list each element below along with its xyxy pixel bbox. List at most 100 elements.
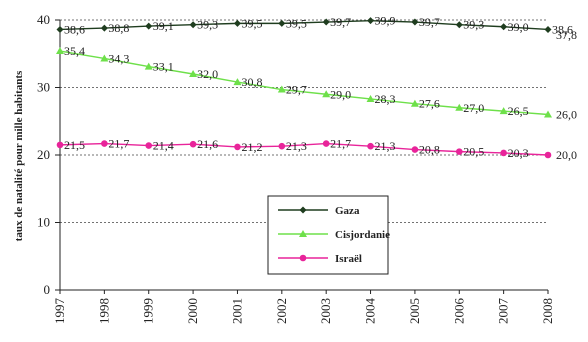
- x-tick-label: 2001: [229, 298, 244, 324]
- x-tick-label: 1999: [141, 298, 156, 324]
- data-point: [145, 22, 153, 30]
- x-tick-label: 2008: [540, 298, 555, 324]
- series-line: [59, 19, 549, 31]
- data-label: 28,3: [375, 92, 396, 106]
- data-point: [544, 110, 552, 118]
- legend-label: Gaza: [335, 205, 360, 217]
- data-point: [499, 107, 508, 115]
- data-label: 21,3: [286, 139, 307, 153]
- x-tick-label: 2005: [407, 298, 422, 324]
- data-point: [500, 149, 507, 157]
- data-point: [367, 17, 375, 25]
- axes: 0 10 20 30 40 1997 1998 1999 2000 2001 2002 2003 200…: [37, 12, 555, 324]
- data-label: 21,3: [375, 139, 396, 153]
- x-tick-label: 2002: [274, 298, 289, 324]
- series-line: [59, 50, 549, 116]
- series-cisjordanie: [56, 47, 552, 118]
- data-label: 21,7: [330, 137, 351, 151]
- legend-label: Israël: [335, 253, 362, 265]
- data-point: [277, 85, 286, 93]
- legend-box: [267, 195, 389, 275]
- x-tick-label: 2007: [496, 298, 511, 325]
- data-label: 32,0: [197, 67, 218, 81]
- x-tick-label: 2004: [363, 298, 378, 325]
- data-label: 21,5: [64, 138, 85, 152]
- end-value-label: 20,0: [556, 148, 577, 162]
- x-tick-label: 1998: [96, 298, 111, 324]
- data-point: [234, 143, 241, 151]
- series-gaza: [56, 17, 552, 33]
- data-label: 39,3: [197, 18, 218, 32]
- data-label: 39,9: [375, 14, 396, 28]
- data-label: 30,8: [241, 75, 262, 89]
- data-point: [56, 25, 64, 33]
- data-label: 39,5: [286, 16, 307, 30]
- data-label: 20,8: [419, 143, 440, 157]
- data-point: [455, 103, 464, 111]
- data-label: 38,8: [108, 21, 129, 35]
- data-label: 39,1: [153, 19, 174, 33]
- data-label: 39,5: [241, 16, 262, 30]
- data-point: [322, 18, 330, 26]
- data-point: [366, 94, 375, 102]
- data-point: [100, 24, 108, 32]
- legend-marker: [299, 206, 307, 214]
- x-tick-label: 2000: [185, 298, 200, 324]
- x-tick-label: 2003: [318, 298, 333, 324]
- data-label: 26,5: [508, 104, 529, 118]
- legend: Gaza Cisjordanie Israël: [267, 195, 390, 275]
- data-point: [145, 142, 153, 149]
- x-tick-label: 2006: [451, 298, 466, 325]
- y-tick-label: 0: [44, 282, 51, 297]
- data-label: 35,4: [64, 44, 85, 58]
- legend-item: Gaza: [278, 205, 360, 217]
- data-label: 21,4: [153, 139, 174, 153]
- data-label: 27,0: [463, 101, 484, 115]
- y-tick-label: 20: [37, 147, 50, 162]
- data-label: 27,6: [419, 97, 440, 111]
- data-label: 34,3: [108, 51, 129, 65]
- data-point: [56, 47, 64, 55]
- data-label: 39,7: [419, 15, 440, 29]
- legend-item: Israël: [278, 253, 362, 265]
- data-point: [100, 54, 109, 62]
- legend-item: Cisjordanie: [278, 229, 390, 241]
- data-point: [189, 140, 197, 148]
- data-point: [455, 148, 463, 155]
- y-tick-label: 30: [37, 80, 50, 95]
- data-label: 38,6: [552, 22, 573, 36]
- data-label: 39,7: [330, 15, 351, 29]
- data-point: [56, 141, 64, 149]
- data-label: 39,3: [463, 18, 484, 32]
- data-label: 29,0: [330, 87, 351, 101]
- data-point: [455, 21, 463, 29]
- data-point: [189, 21, 197, 29]
- data-point: [367, 142, 374, 150]
- data-label: 20,3: [508, 146, 529, 160]
- end-value-label: 37,8: [556, 28, 577, 42]
- data-point: [233, 78, 242, 86]
- end-value-label: 26,0: [556, 108, 577, 122]
- data-point: [411, 146, 419, 153]
- data-label: 21,7: [108, 137, 129, 151]
- data-point: [278, 19, 286, 27]
- data-point: [322, 140, 330, 147]
- data-label: 38,6: [64, 22, 85, 36]
- data-point: [101, 140, 108, 147]
- legend-marker: [299, 254, 307, 262]
- data-label: 21,6: [197, 137, 218, 151]
- gridlines: [60, 19, 548, 223]
- data-point: [544, 151, 552, 159]
- series-line: [59, 142, 549, 156]
- y-tick-label: 40: [37, 12, 50, 27]
- data-point: [322, 90, 331, 98]
- data-label: 29,7: [286, 83, 307, 97]
- data-point: [233, 19, 241, 27]
- series-layer: [56, 17, 552, 159]
- series-isral: [56, 140, 552, 159]
- data-point: [144, 62, 153, 70]
- data-point: [411, 18, 419, 26]
- data-label: 33,1: [153, 60, 174, 74]
- x-tick-label: 1997: [52, 298, 67, 325]
